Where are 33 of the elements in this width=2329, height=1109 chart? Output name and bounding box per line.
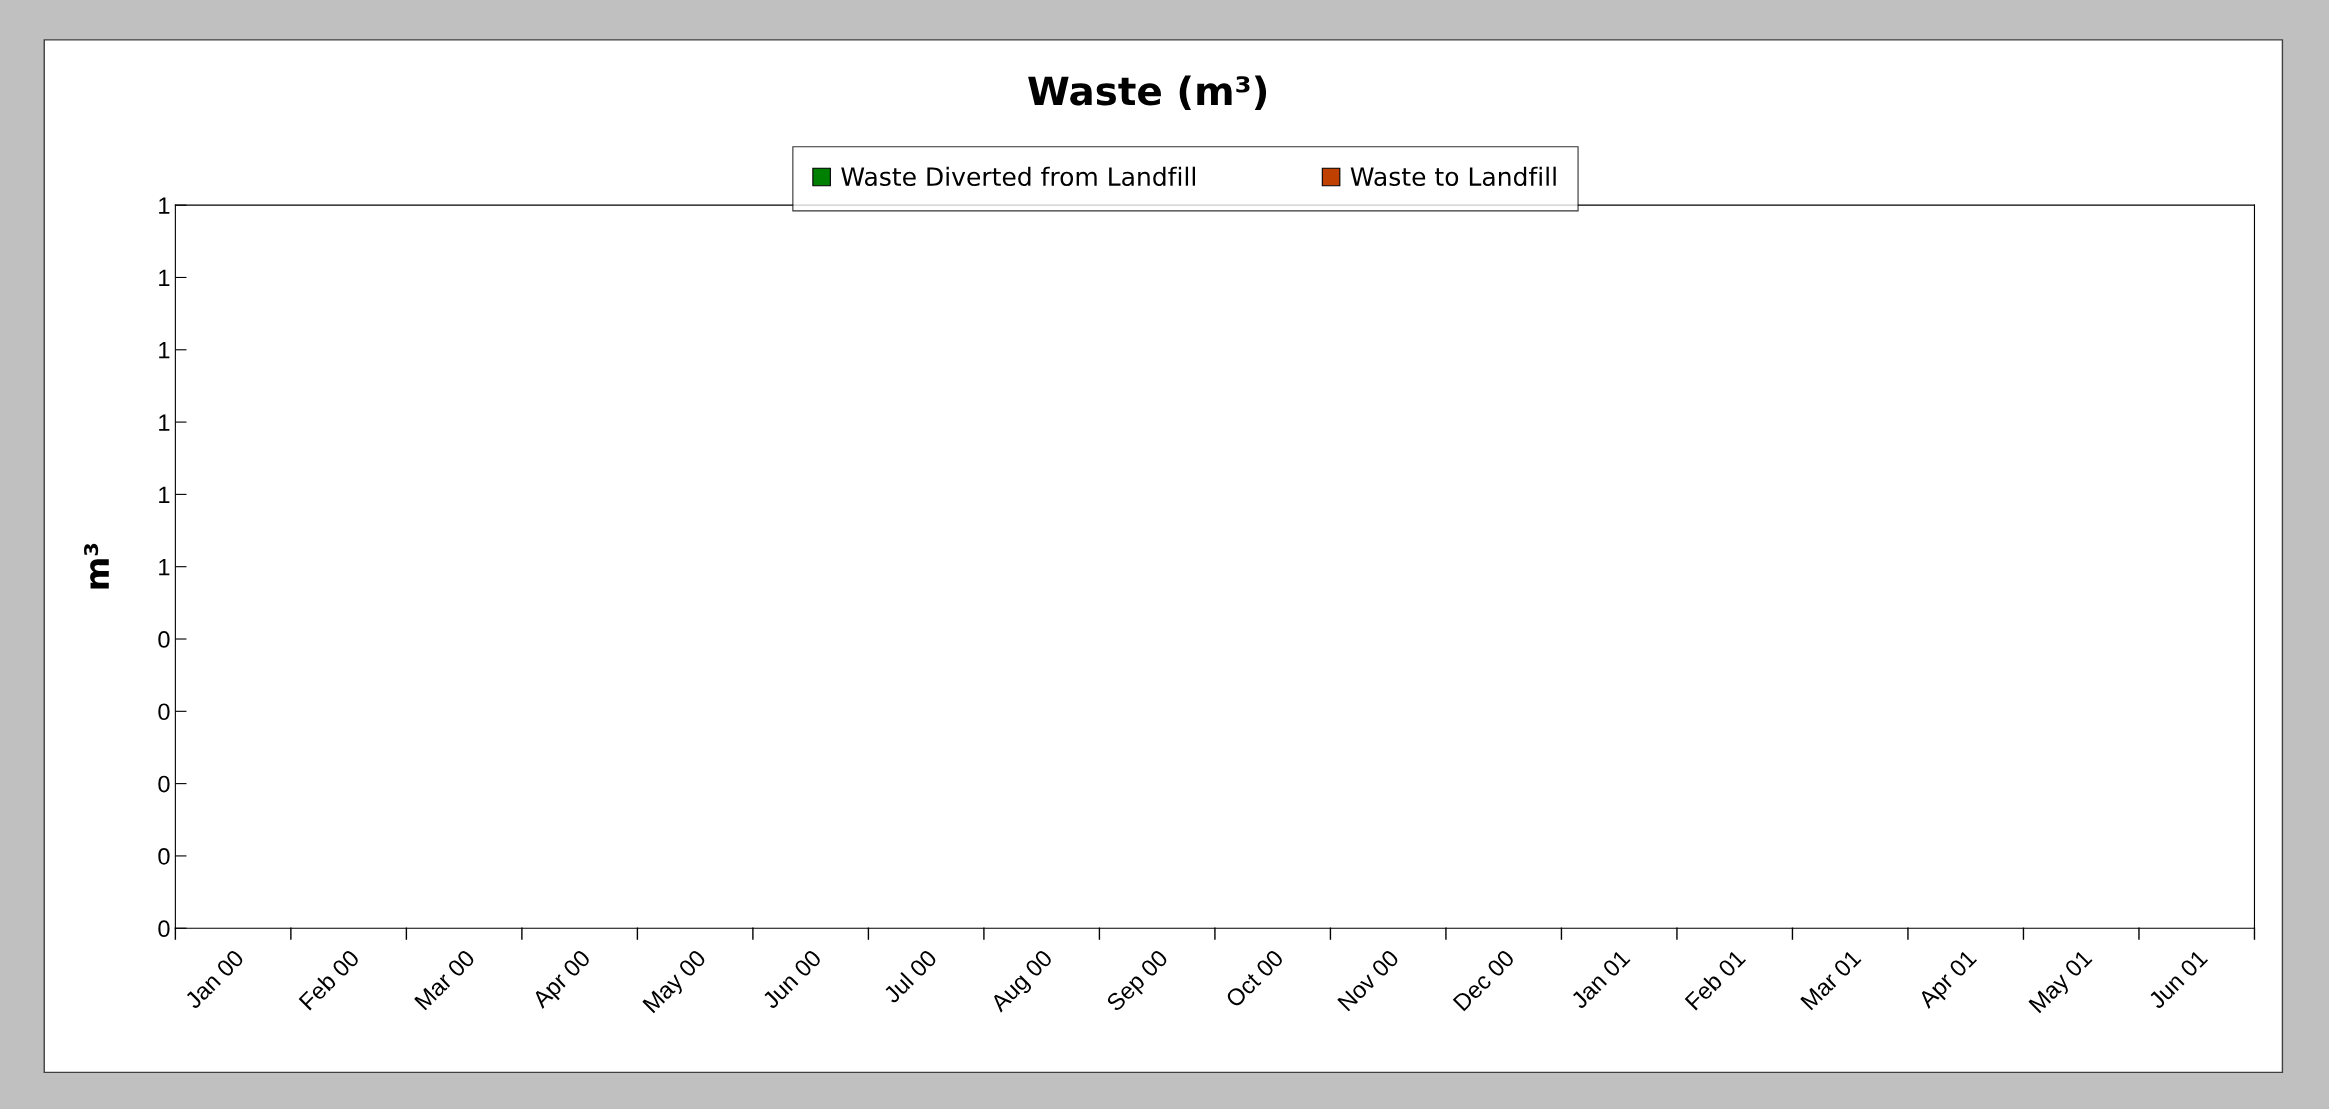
chart-title: Waste (m³) — [1028, 75, 1267, 111]
y-tick-label: 1 — [159, 486, 170, 503]
x-tick-label: Nov 00 — [1337, 948, 1400, 1012]
legend-label: Waste to Landfill — [1350, 166, 1556, 187]
y-tick-label: 1 — [159, 342, 170, 359]
x-tick-label: Mar 01 — [1800, 948, 1862, 1011]
y-tick-label: 0 — [158, 631, 170, 648]
x-tick-label: Jun 01 — [2147, 948, 2209, 1010]
x-tick-label: Dec 00 — [1452, 948, 1516, 1012]
y-axis-title: m³ — [84, 543, 109, 589]
y-tick-label: 0 — [158, 775, 170, 793]
x-tick-label: Jan 00 — [183, 948, 245, 1010]
y-tick-label: 0 — [158, 703, 170, 721]
x-tick-label: Jan 01 — [1569, 948, 1631, 1010]
x-tick-label: May 00 — [642, 948, 711, 1017]
x-tick-label: Aug 00 — [989, 948, 1057, 1017]
x-tick-label: Apr 01 — [1917, 948, 1981, 1013]
x-tick-label: Jul 00 — [881, 948, 938, 1005]
x-tick-label: May 01 — [2028, 948, 2096, 1017]
y-tick-label: 1 — [159, 559, 170, 576]
x-tick-label: Sep 00 — [1105, 948, 1173, 1016]
legend-label: Waste Diverted from Landfill — [841, 166, 1195, 187]
x-tick-label: Mar 00 — [413, 948, 476, 1011]
x-tick-label: Oct 00 — [1224, 948, 1285, 1009]
x-tick-label: Feb 01 — [1684, 948, 1747, 1011]
y-tick-label: 1 — [159, 414, 170, 431]
x-tick-label: Jun 00 — [761, 948, 823, 1010]
x-tick-label: Feb 00 — [298, 948, 361, 1011]
y-tick-label: 1 — [159, 197, 170, 214]
y-tick-label: 0 — [158, 847, 170, 865]
y-tick-label: 1 — [159, 269, 170, 287]
x-tick-label: Apr 00 — [530, 948, 595, 1013]
y-tick-label: 0 — [158, 920, 170, 938]
